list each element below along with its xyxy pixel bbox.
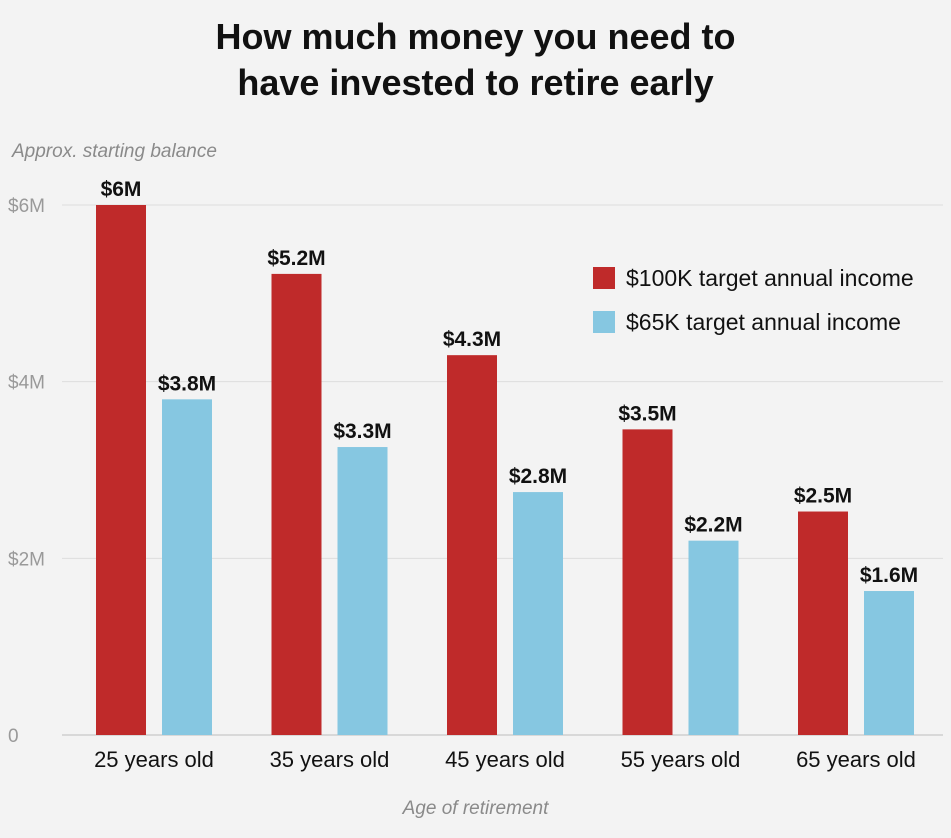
data-label: $3.3M: [333, 420, 391, 443]
x-tick-label: 55 years old: [621, 747, 741, 772]
y-tick-label: 0: [8, 726, 19, 747]
legend-swatch-series-2: [593, 311, 615, 333]
legend-item-series-2: $65K target annual income: [593, 300, 914, 344]
legend-swatch-series-1: [593, 267, 615, 289]
data-label: $2.2M: [684, 514, 742, 537]
bar-series-2: [337, 447, 388, 735]
bar-series-2: [513, 492, 563, 735]
legend: $100K target annual income $65K target a…: [593, 256, 914, 344]
bar-series-2: [864, 591, 914, 735]
data-label: $4.3M: [443, 328, 501, 351]
x-tick-label: 35 years old: [270, 747, 390, 772]
data-label: $2.5M: [794, 485, 852, 508]
x-axis-label: Age of retirement: [402, 798, 549, 819]
x-tick-label: 25 years old: [94, 747, 214, 772]
chart-title-line-1: How much money you need to: [215, 16, 736, 57]
bar-series-1: [798, 511, 848, 735]
x-tick-label: 45 years old: [445, 747, 565, 772]
chart-title: How much money you need to have invested…: [0, 14, 951, 106]
data-label: $3.8M: [158, 372, 216, 395]
bar-series-1: [622, 429, 673, 735]
bar-series-2: [162, 399, 212, 735]
bar-series-1: [271, 273, 322, 735]
bar-series-2: [688, 540, 739, 735]
legend-label-series-1: $100K target annual income: [626, 264, 914, 291]
data-label: $1.6M: [860, 564, 918, 587]
data-label: $6M: [101, 178, 142, 201]
legend-label-series-2: $65K target annual income: [626, 308, 901, 335]
x-tick-label: 65 years old: [796, 747, 916, 772]
y-tick-label: $4M: [8, 373, 45, 394]
legend-item-series-1: $100K target annual income: [593, 256, 914, 300]
chart-title-line-2: have invested to retire early: [237, 62, 714, 103]
y-tick-label: $6M: [8, 196, 45, 217]
data-label: $3.5M: [618, 402, 676, 425]
bar-series-1: [447, 355, 497, 735]
bar-series-1: [96, 205, 146, 735]
data-label: $2.8M: [509, 465, 567, 488]
data-label: $5.2M: [267, 247, 325, 270]
y-axis-label: Approx. starting balance: [12, 141, 217, 162]
y-tick-label: $2M: [8, 549, 45, 570]
